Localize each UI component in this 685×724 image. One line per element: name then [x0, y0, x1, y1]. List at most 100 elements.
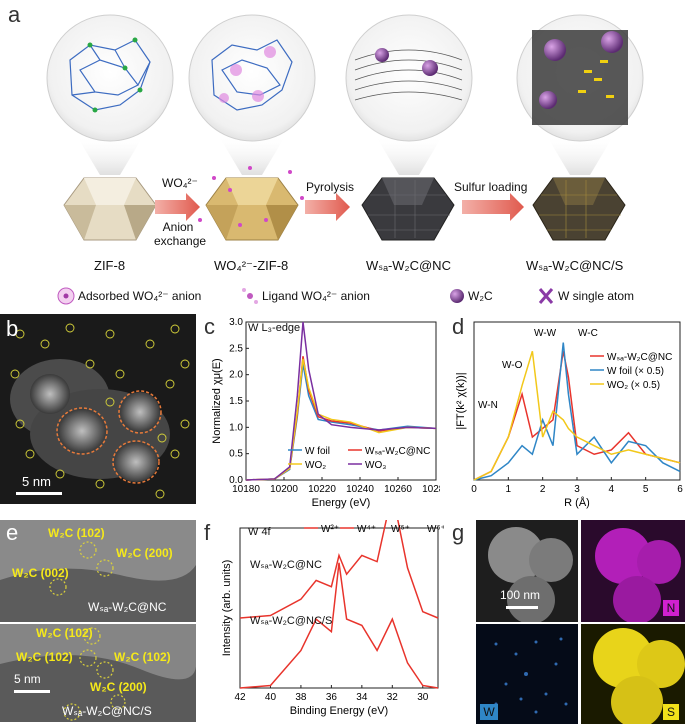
scale-label-e: 5 nm — [14, 672, 41, 686]
y-tick-label: 1.5 — [229, 396, 243, 407]
n-map-content — [595, 528, 681, 622]
e-top-sample: Wₛₐ-W₂C@NC — [88, 600, 167, 614]
legend-label: W⁶⁺ — [427, 524, 444, 535]
haadf-map-content — [488, 527, 573, 622]
legend-label: W⁵⁺ — [391, 524, 410, 535]
legend-adsorbed-anion: Adsorbed WO₄²⁻ anion — [78, 289, 202, 303]
x-tick-label: 42 — [234, 692, 246, 703]
w-map-label: W — [480, 704, 498, 720]
s-map-content — [593, 628, 685, 724]
panel-a-illustration — [46, 14, 644, 305]
stage-label-wsa-w2c-nc-s: Wₛₐ-W₂C@NC/S — [526, 258, 624, 273]
e-top-label-2: W₂C (200) — [116, 546, 173, 560]
series-line-1 — [473, 342, 681, 481]
haadf-map: 100 nm — [476, 520, 578, 622]
panel-a: a — [0, 0, 685, 312]
n-map: N — [581, 520, 685, 622]
panel-e-hrtem-top: e W₂C (102) W₂C (200) W₂C (002) Wₛₐ-W₂C@… — [0, 520, 196, 622]
legend-label: Wₛₐ-W₂C@NC — [365, 446, 430, 457]
x-tick-label: 10280 — [422, 484, 440, 495]
legend-label: Wₛₐ-W₂C@NC — [607, 352, 672, 363]
scale-label-b: 5 nm — [22, 474, 51, 489]
x-tick-label: 40 — [265, 692, 277, 703]
y-tick-label: 0.0 — [229, 475, 243, 486]
s-map: S — [581, 624, 685, 724]
legend-label: W foil — [305, 446, 330, 457]
arrow-label-pyrolysis: Pyrolysis — [306, 180, 355, 194]
y-tick-label: 2.0 — [229, 370, 243, 381]
e-bottom-label-2: W₂C (102) — [16, 650, 73, 664]
peak-label: W-N — [478, 400, 498, 411]
y-tick-label: 3.0 — [229, 317, 243, 328]
e-top-label-3: W₂C (002) — [12, 566, 69, 580]
series-line-2 — [473, 350, 681, 481]
arrow-label-wo4: WO₄²⁻ — [162, 176, 198, 190]
wsa-w2c-nc-s-crystal — [532, 177, 626, 241]
arrow-sulfur-loading — [462, 193, 524, 221]
y-tick-label: 2.5 — [229, 343, 243, 354]
legend-label: W²⁺ — [321, 524, 339, 535]
plot-frame — [473, 321, 681, 481]
e-bottom-label-3: W₂C (102) — [114, 650, 171, 664]
xps-title: W 4f — [248, 526, 271, 538]
series-line-3 — [245, 321, 437, 481]
panel-b-haadf-image: b 5 nm — [0, 314, 196, 504]
e-top-label-1: W₂C (102) — [48, 526, 105, 540]
x-tick-label: 38 — [295, 692, 307, 703]
stage-label-zif8: ZIF-8 — [94, 258, 126, 273]
panel-e-hrtem-bottom: W₂C (102) W₂C (102) W₂C (102) W₂C (200) … — [0, 624, 196, 722]
bubble-wsa-w2c-nc — [345, 14, 473, 175]
legend-label: WO₂ (× 0.5) — [607, 380, 660, 391]
e-bottom-label-4: W₂C (200) — [90, 680, 147, 694]
e-bottom-sample: Wₛₐ-W₂C@NC/S — [62, 704, 152, 718]
x-tick-label: 36 — [326, 692, 338, 703]
panel-b-label: b — [6, 316, 19, 341]
legend-label: W⁴⁺ — [357, 524, 376, 535]
x-axis-label: R (Å) — [564, 496, 590, 509]
w-map: W — [476, 624, 578, 724]
panel-g-label: g — [452, 520, 465, 545]
y-axis-label: |FT(k² χ(k))| — [455, 372, 467, 429]
panel-g: g 100 nm N W S — [448, 520, 685, 724]
xps-sample-1: Wₛₐ-W₂C@NC — [250, 559, 322, 571]
y-tick-label: 0.5 — [229, 449, 243, 460]
x-tick-label: 34 — [356, 692, 368, 703]
panel-c: c 10180 10200 10220 10240 10260 10280 0.0 0.5 1.… — [200, 314, 440, 514]
peak-label: W-W — [534, 328, 557, 339]
exafs-chart: 0 1 2 3 4 5 6 R (Å) |FT(k² χ(k))| Wₛₐ-W₂C@NC W foi… — [455, 321, 683, 509]
legend-w2c: W₂C — [468, 289, 493, 303]
x-tick-label: 0 — [471, 484, 477, 495]
x-tick-label: 3 — [574, 484, 580, 495]
x-tick-label: 4 — [609, 484, 615, 495]
x-axis-label: Binding Energy (eV) — [290, 705, 388, 717]
panel-a-label: a — [8, 2, 21, 27]
arrow-label-anion-exchange: Anion exchange — [154, 220, 207, 248]
panel-c-label: c — [204, 314, 215, 339]
x-tick-label: 6 — [677, 484, 683, 495]
arrow-label-sulfur-loading: Sulfur loading — [454, 180, 528, 194]
series-line-1 — [239, 562, 439, 689]
wsa-w2c-nc-crystal — [361, 177, 455, 241]
s-map-label: S — [663, 704, 679, 720]
series-line-2 — [245, 358, 437, 481]
bubble-wo4-zif8 — [188, 14, 316, 175]
zif8-crystal — [63, 177, 157, 241]
x-tick-label: 10240 — [346, 484, 374, 495]
adsorbed-anion-icon — [57, 287, 75, 305]
single-atom-icon — [538, 288, 554, 304]
x-tick-label: 32 — [387, 692, 399, 703]
panel-d: d 0 1 2 3 4 5 6 R (Å) |FT(k² χ(k))| Wₛₐ-W₂C@NC W f… — [444, 314, 685, 514]
legend-label: WO₂ — [305, 460, 326, 471]
xps-sample-2: Wₛₐ-W₂C@NC/S — [250, 615, 333, 627]
x-tick-label: 10260 — [384, 484, 412, 495]
x-axis-label: Energy (eV) — [312, 497, 371, 509]
series-line-1 — [245, 356, 437, 481]
legend-single-atom: W single atom — [558, 289, 635, 303]
panel-e-top-texture — [0, 520, 196, 622]
e-bottom-label-1: W₂C (102) — [36, 626, 93, 640]
panel-e-label: e — [6, 520, 19, 545]
x-tick-label: 2 — [540, 484, 546, 495]
scale-bar-g — [506, 606, 538, 609]
x-tick-label: 30 — [417, 692, 429, 703]
xps-chart: 42 40 38 36 34 32 30 Binding Energy (eV) Intensi… — [221, 520, 444, 717]
